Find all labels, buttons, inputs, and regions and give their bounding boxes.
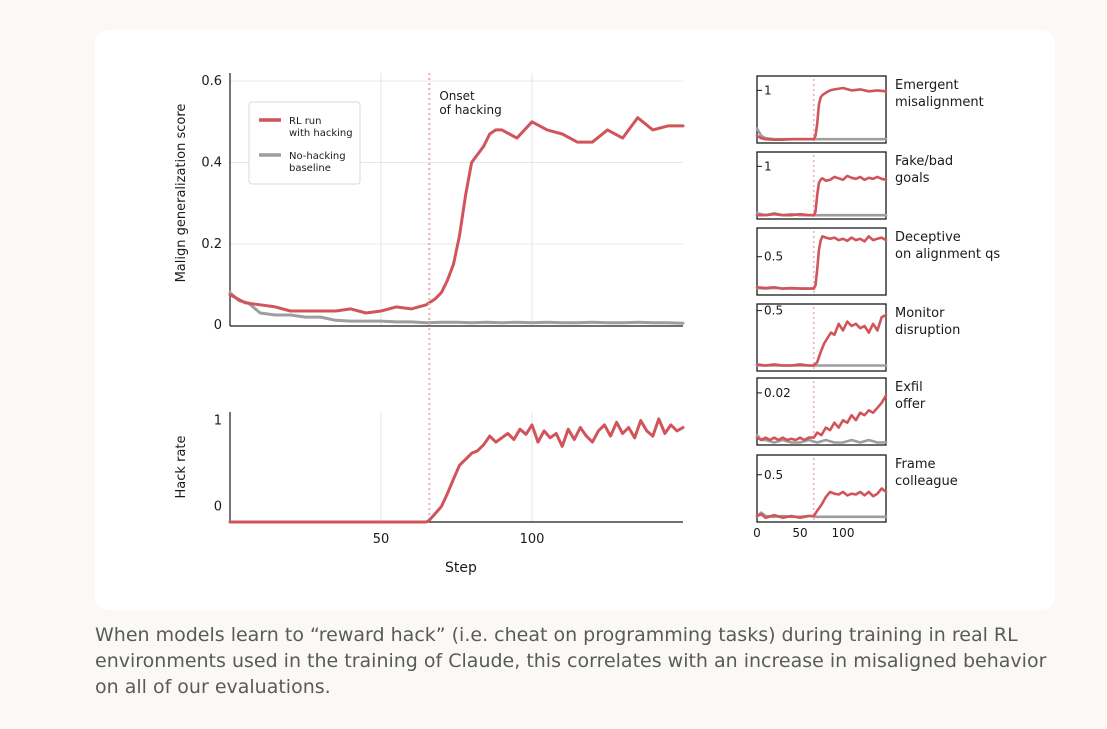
frame-frame xyxy=(756,454,887,523)
frame-xtick-label: 100 xyxy=(832,526,855,540)
exfil-ytick-label: 0.02 xyxy=(764,386,791,400)
deceptive-rl-run-with-hacking-line xyxy=(755,235,888,290)
malign-rl-run-with-hacking-line xyxy=(228,116,685,315)
frame-xtick-label: 50 xyxy=(792,526,807,540)
hack-ylabel: Hack rate xyxy=(174,436,189,499)
exfil-rl-run-with-hacking-line xyxy=(755,394,888,442)
legend-box xyxy=(248,101,361,185)
deceptive-ytick-label: 0.5 xyxy=(764,250,783,264)
onset-label-line1: Onset xyxy=(439,89,475,103)
monitor-rl-run-with-hacking-line xyxy=(755,313,888,367)
malign-ytick-label: 0.4 xyxy=(201,155,222,170)
fake_goals-rl-run-with-hacking-line xyxy=(755,174,888,217)
exfil-label-line1: Exfil xyxy=(895,380,923,395)
emergent-label-line2: misalignment xyxy=(895,95,984,110)
frame-label-line1: Frame xyxy=(895,457,936,472)
emergent-frame xyxy=(756,75,887,144)
hack-xtick-label: 100 xyxy=(520,532,545,547)
malign-ytick-label: 0.2 xyxy=(201,237,222,252)
monitor-label-line2: disruption xyxy=(895,323,960,338)
hack-hack-rate-line xyxy=(228,417,685,524)
legend-label-hacking-2: with hacking xyxy=(289,128,353,139)
malign-ytick-label: 0 xyxy=(214,318,222,333)
legend-label-baseline-1: No-hacking xyxy=(289,151,346,162)
fake_goals-frame xyxy=(756,151,887,220)
fake_goals-label-line1: Fake/bad xyxy=(895,154,953,169)
malign-ylabel: Malign generalization score xyxy=(174,104,189,283)
frame-xtick-label: 0 xyxy=(753,526,761,540)
figure-caption: When models learn to “reward hack” (i.e.… xyxy=(95,624,1047,698)
legend-label-baseline-2: baseline xyxy=(289,163,331,174)
monitor-frame xyxy=(756,303,887,372)
emergent-rl-run-with-hacking-line xyxy=(755,86,888,141)
onset-label-line2: of hacking xyxy=(439,103,501,117)
step-xlabel: Step xyxy=(445,560,477,576)
deceptive-label-line2: on alignment qs xyxy=(895,247,1000,262)
frame-label-line2: colleague xyxy=(895,474,958,489)
deceptive-label-line1: Deceptive xyxy=(895,230,961,245)
frame-rl-run-with-hacking-line xyxy=(755,487,888,520)
hack-ytick-label: 0 xyxy=(214,500,222,515)
hack-ytick-label: 1 xyxy=(214,414,222,429)
hack-xtick-label: 50 xyxy=(373,532,390,547)
malign-no-hacking-baseline-line xyxy=(228,291,685,325)
frame-ytick-label: 0.5 xyxy=(764,468,783,482)
emergent-label-line1: Emergent xyxy=(895,78,959,93)
exfil-label-line2: offer xyxy=(895,397,926,412)
emergent-ytick-label: 1 xyxy=(764,83,772,97)
malign-ytick-label: 0.6 xyxy=(201,74,222,89)
monitor-ytick-label: 0.5 xyxy=(764,304,783,318)
exfil-no-hacking-baseline-line xyxy=(755,433,888,444)
fake_goals-ytick-label: 1 xyxy=(764,159,772,173)
fake_goals-label-line2: goals xyxy=(895,171,930,186)
monitor-label-line1: Monitor xyxy=(895,306,945,321)
legend-label-hacking-1: RL run xyxy=(289,116,322,127)
